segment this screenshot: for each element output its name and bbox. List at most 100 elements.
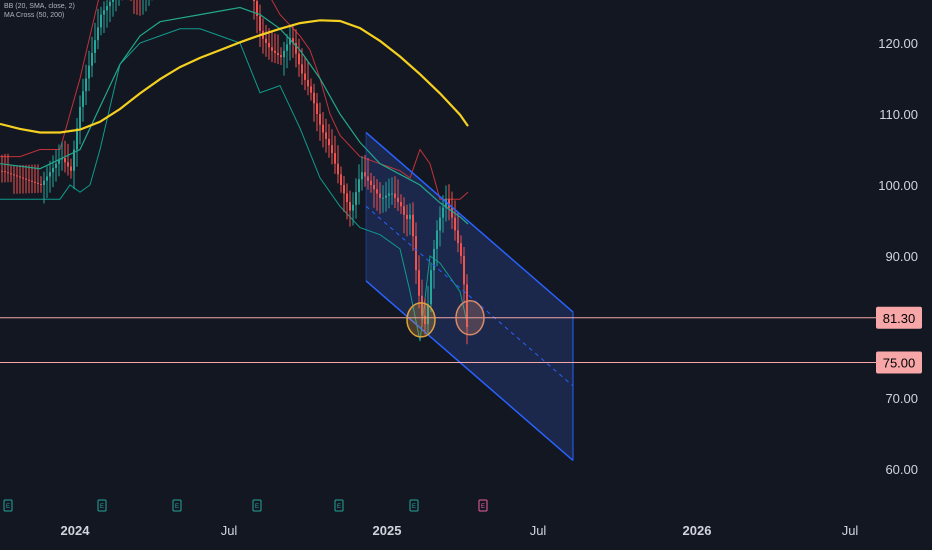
bb-upper-line bbox=[0, 0, 469, 200]
channel-upper-line bbox=[365, 131, 574, 313]
candle-body bbox=[304, 73, 306, 80]
candle-body bbox=[352, 204, 354, 211]
y-tick-label: 100.00 bbox=[878, 178, 918, 193]
candle-body bbox=[397, 197, 399, 203]
candle-body bbox=[79, 106, 81, 129]
earnings-marker bbox=[409, 499, 419, 512]
channel-mid-line bbox=[365, 205, 574, 387]
candle-body bbox=[442, 207, 444, 218]
candle-body bbox=[412, 214, 414, 237]
candle-body bbox=[427, 304, 429, 325]
candle-body bbox=[436, 230, 438, 249]
candle-body bbox=[307, 79, 309, 87]
candle-body bbox=[34, 181, 36, 183]
candle-body bbox=[292, 38, 294, 43]
candle-body bbox=[421, 295, 423, 316]
level-price-tag bbox=[876, 351, 922, 374]
candle-body bbox=[433, 248, 435, 271]
candle-body bbox=[361, 172, 363, 180]
price-axis[interactable]: 120.00 110.00 100.00 90.00 70.00 60.00 bbox=[878, 36, 918, 477]
candle-body bbox=[46, 176, 48, 181]
candle-body bbox=[28, 179, 30, 181]
candle-body bbox=[94, 40, 96, 53]
candle-body bbox=[298, 53, 300, 65]
candle-body bbox=[91, 52, 93, 66]
candle-body bbox=[52, 167, 54, 173]
candle-body bbox=[394, 193, 396, 198]
earnings-marker-letter: E bbox=[255, 504, 259, 510]
candle-body bbox=[388, 193, 390, 196]
candle-body bbox=[277, 52, 279, 56]
candle-body bbox=[445, 199, 447, 208]
candle-body bbox=[439, 217, 441, 231]
indicator-label-bb[interactable]: BB (20, SMA, close, 2) bbox=[4, 3, 75, 10]
candle-body bbox=[454, 217, 456, 231]
x-tick-label: Jul bbox=[530, 523, 547, 538]
earnings-marker bbox=[3, 499, 13, 512]
candle-body bbox=[76, 128, 78, 150]
candle-body bbox=[10, 173, 12, 175]
candle-body bbox=[70, 166, 72, 171]
regression-channel[interactable] bbox=[365, 131, 574, 462]
candle-body bbox=[103, 10, 105, 15]
candle-body bbox=[73, 149, 75, 171]
candle-body bbox=[295, 43, 297, 54]
candle-body bbox=[88, 65, 90, 79]
candle-body bbox=[418, 270, 420, 296]
level-price-label: 75.00 bbox=[883, 356, 916, 371]
candle-body bbox=[22, 177, 24, 179]
candle-body bbox=[7, 172, 9, 174]
candle-body bbox=[451, 207, 453, 218]
candle-body bbox=[49, 172, 51, 177]
candle-body bbox=[85, 78, 87, 92]
earnings-marker-letter: E bbox=[175, 504, 179, 510]
circle-annotations[interactable] bbox=[406, 300, 485, 338]
candle-body bbox=[106, 6, 108, 11]
x-tick-label: 2025 bbox=[373, 523, 402, 538]
candle-body bbox=[346, 193, 348, 203]
earnings-marker-letter: E bbox=[337, 504, 341, 510]
candle-body bbox=[337, 163, 339, 175]
candle-body bbox=[328, 138, 330, 146]
candle-body bbox=[349, 202, 351, 211]
candle-body bbox=[37, 182, 39, 184]
x-tick-label: 2026 bbox=[683, 523, 712, 538]
indicator-label-ma-cross[interactable]: MA Cross (50, 200) bbox=[4, 12, 65, 19]
candle-body bbox=[409, 214, 411, 220]
y-tick-label: 70.00 bbox=[885, 391, 918, 406]
candle-body bbox=[67, 162, 69, 167]
candle-body bbox=[25, 178, 27, 180]
candle-body bbox=[1, 170, 3, 172]
candle-body bbox=[313, 92, 315, 104]
candle-body bbox=[358, 179, 360, 193]
candle-body bbox=[82, 91, 84, 107]
candle-body bbox=[13, 174, 15, 176]
candle-body bbox=[4, 171, 6, 173]
candle-body bbox=[265, 38, 267, 43]
horizontal-levels[interactable]: 81.30 75.00 bbox=[0, 306, 922, 374]
candle-body bbox=[286, 44, 288, 51]
candle-body bbox=[19, 176, 21, 178]
candle-body bbox=[316, 103, 318, 114]
candle-body bbox=[373, 185, 375, 190]
candle-body bbox=[322, 124, 324, 133]
earnings-marker bbox=[252, 499, 262, 512]
candle-body bbox=[466, 284, 468, 327]
earnings-marker-letter: E bbox=[412, 504, 416, 510]
candle-body bbox=[283, 50, 285, 58]
level-price-tag bbox=[876, 306, 922, 329]
time-axis[interactable]: 2024 Jul 2025 Jul 2026 Jul bbox=[61, 523, 859, 538]
candle-body bbox=[112, 0, 114, 2]
circle-annotation bbox=[455, 300, 485, 336]
candle-body bbox=[253, 0, 255, 2]
x-tick-label: Jul bbox=[842, 523, 859, 538]
candle-body bbox=[16, 175, 18, 177]
ma200-line bbox=[0, 19, 469, 134]
y-tick-label: 60.00 bbox=[885, 462, 918, 477]
candle-body bbox=[31, 180, 33, 182]
candlesticks bbox=[1, 0, 468, 345]
candle-body bbox=[58, 159, 60, 164]
candle-body bbox=[334, 153, 336, 164]
